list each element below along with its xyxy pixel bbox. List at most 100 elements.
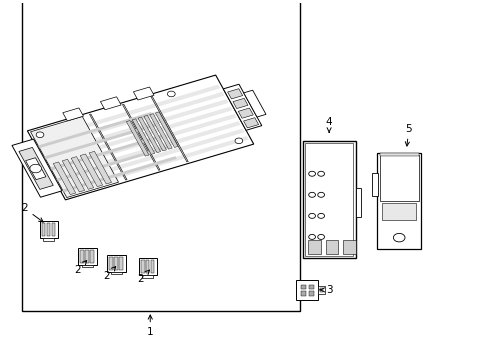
Bar <box>155 112 178 148</box>
Text: 5: 5 <box>405 123 411 146</box>
Circle shape <box>308 213 315 219</box>
Bar <box>89 114 127 180</box>
Bar <box>302 141 355 258</box>
Bar <box>56 145 170 181</box>
Bar <box>142 275 153 278</box>
Bar <box>371 172 377 197</box>
Text: 3: 3 <box>320 285 332 295</box>
Bar <box>119 257 123 270</box>
Bar <box>62 108 83 121</box>
Circle shape <box>308 234 315 239</box>
Bar <box>141 260 144 273</box>
Bar <box>111 272 122 274</box>
Bar <box>382 203 415 220</box>
Bar <box>243 90 265 117</box>
Text: 2: 2 <box>74 261 86 275</box>
Bar <box>318 286 324 294</box>
Text: 1: 1 <box>146 315 153 337</box>
Bar <box>19 148 53 189</box>
Bar <box>238 108 253 118</box>
Circle shape <box>317 192 324 197</box>
Circle shape <box>30 164 41 173</box>
Bar <box>55 121 240 179</box>
Bar <box>132 119 155 154</box>
Bar <box>12 139 62 197</box>
Bar <box>301 285 305 289</box>
Text: 2: 2 <box>21 203 43 222</box>
Bar <box>46 223 50 236</box>
Bar <box>53 162 76 194</box>
Bar <box>42 99 228 157</box>
Circle shape <box>308 192 315 197</box>
Text: 2: 2 <box>137 270 149 284</box>
Bar <box>377 153 420 249</box>
Bar <box>126 121 149 156</box>
Bar <box>89 151 111 184</box>
Bar <box>133 87 154 100</box>
Bar <box>78 248 96 265</box>
Circle shape <box>393 233 404 242</box>
Bar <box>62 136 248 194</box>
Bar <box>51 114 236 172</box>
Bar <box>38 112 152 148</box>
Bar <box>35 85 220 143</box>
Bar <box>138 258 157 275</box>
Bar <box>150 260 154 273</box>
Bar <box>41 223 45 236</box>
Bar <box>307 240 320 255</box>
Bar <box>379 155 418 201</box>
Bar <box>296 280 318 300</box>
Bar <box>301 292 305 296</box>
Bar <box>149 114 172 149</box>
Circle shape <box>235 138 242 144</box>
Bar <box>81 265 93 267</box>
Circle shape <box>317 171 324 176</box>
Bar <box>109 257 113 270</box>
Bar <box>145 260 149 273</box>
Bar <box>44 123 158 159</box>
Bar <box>90 250 94 262</box>
Bar <box>100 97 121 110</box>
Circle shape <box>167 91 175 97</box>
Circle shape <box>317 213 324 219</box>
Bar <box>379 153 418 156</box>
Bar <box>62 159 84 192</box>
Bar <box>308 292 313 296</box>
Bar <box>46 107 232 165</box>
Bar <box>308 285 313 289</box>
Bar <box>27 75 253 200</box>
Bar <box>62 156 177 192</box>
Bar <box>325 240 338 255</box>
Circle shape <box>308 171 315 176</box>
Bar <box>43 238 54 241</box>
Bar <box>59 129 244 187</box>
Bar <box>40 221 58 238</box>
Bar <box>25 158 46 180</box>
Bar <box>52 223 55 236</box>
Bar <box>305 143 352 256</box>
Bar <box>227 89 242 99</box>
Bar <box>80 154 102 186</box>
Bar <box>39 92 224 150</box>
Bar <box>232 98 247 109</box>
Bar <box>80 250 84 262</box>
Bar <box>143 115 166 151</box>
Bar <box>243 118 258 128</box>
Bar <box>138 117 160 153</box>
Bar <box>355 188 361 217</box>
Text: 4: 4 <box>325 117 332 132</box>
Circle shape <box>36 132 44 138</box>
Bar <box>343 240 355 255</box>
Bar <box>107 255 125 272</box>
Bar <box>71 157 94 189</box>
Bar <box>50 134 164 170</box>
Bar <box>114 257 118 270</box>
Text: 2: 2 <box>103 266 116 282</box>
Bar <box>150 96 188 162</box>
Bar <box>223 84 261 130</box>
Bar <box>319 288 322 292</box>
Bar <box>122 104 160 170</box>
Bar <box>85 250 89 262</box>
Bar <box>22 0 300 311</box>
Bar <box>30 117 118 198</box>
